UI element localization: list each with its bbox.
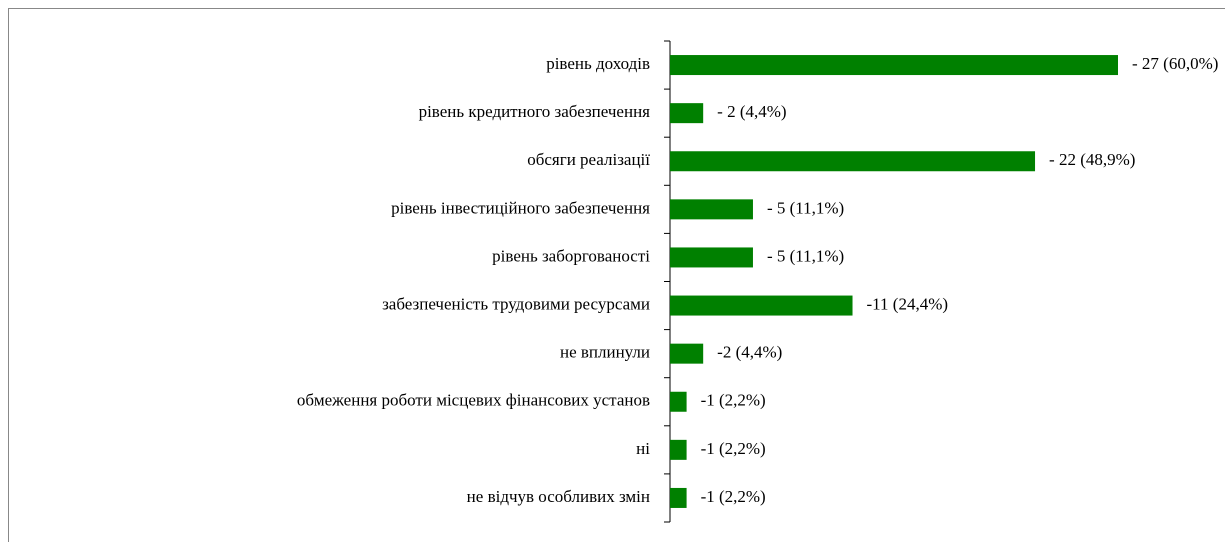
category-label: обсяги реалізації <box>527 150 650 169</box>
data-label: - 22 (48,9%) <box>1049 150 1135 169</box>
data-label: -2 (4,4%) <box>717 343 782 362</box>
bar <box>670 295 853 316</box>
category-label: рівень кредитного забезпечення <box>419 102 651 121</box>
bar <box>670 247 753 268</box>
bar <box>670 487 687 508</box>
bar <box>670 151 1036 172</box>
bar <box>670 343 704 364</box>
chart-frame <box>8 8 1225 542</box>
category-label: рівень інвестиційного забезпечення <box>391 198 650 217</box>
category-label: рівень доходів <box>546 54 650 73</box>
bar <box>670 391 687 412</box>
data-label: -1 (2,2%) <box>701 487 766 506</box>
data-label: -11 (24,4%) <box>867 294 949 313</box>
data-label: - 5 (11,1%) <box>767 246 844 265</box>
category-label: обмеження роботи місцевих фінансових уст… <box>297 391 650 410</box>
category-label: не відчув особливих змін <box>467 487 650 506</box>
bar <box>670 439 687 460</box>
data-label: -1 (2,2%) <box>701 439 766 458</box>
data-label: - 5 (11,1%) <box>767 198 844 217</box>
category-label: не вплинули <box>560 343 650 362</box>
category-label: рівень заборгованості <box>492 246 650 265</box>
category-label: ні <box>636 439 650 458</box>
bar <box>670 55 1118 76</box>
bar <box>670 103 704 124</box>
data-label: - 2 (4,4%) <box>717 102 786 121</box>
data-label: -1 (2,2%) <box>701 391 766 410</box>
data-label: - 27 (60,0%) <box>1132 54 1218 73</box>
bar <box>670 199 753 220</box>
category-label: забезпеченість трудовими ресурсами <box>382 294 650 313</box>
